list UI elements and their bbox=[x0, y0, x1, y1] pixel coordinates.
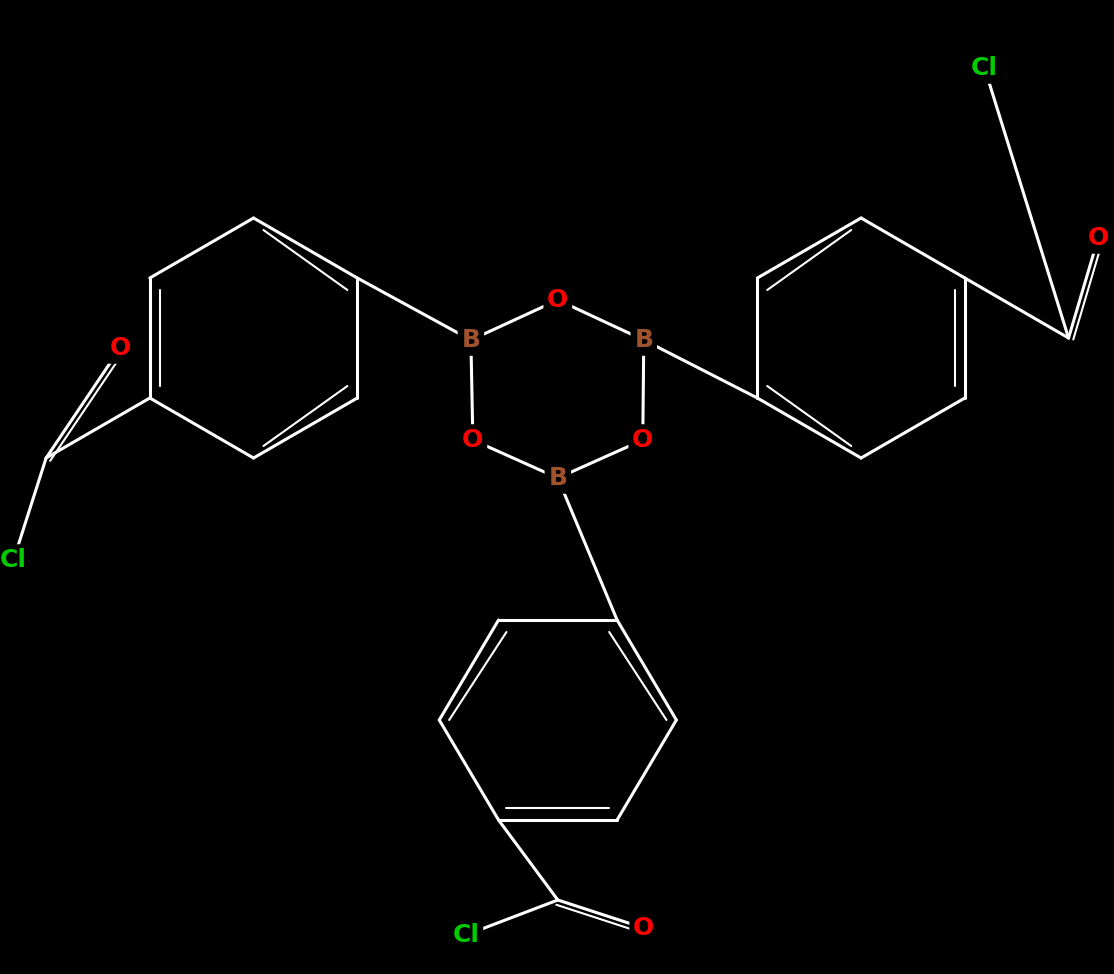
Text: B: B bbox=[634, 328, 653, 352]
Text: O: O bbox=[633, 916, 654, 940]
Text: O: O bbox=[547, 288, 568, 312]
Text: O: O bbox=[632, 428, 654, 452]
Text: B: B bbox=[548, 466, 567, 490]
Text: Cl: Cl bbox=[971, 56, 998, 80]
Text: O: O bbox=[462, 428, 483, 452]
Text: Cl: Cl bbox=[0, 548, 27, 572]
Text: B: B bbox=[461, 328, 480, 352]
Text: Cl: Cl bbox=[452, 923, 479, 947]
Text: O: O bbox=[1087, 226, 1108, 250]
Text: O: O bbox=[109, 336, 130, 360]
